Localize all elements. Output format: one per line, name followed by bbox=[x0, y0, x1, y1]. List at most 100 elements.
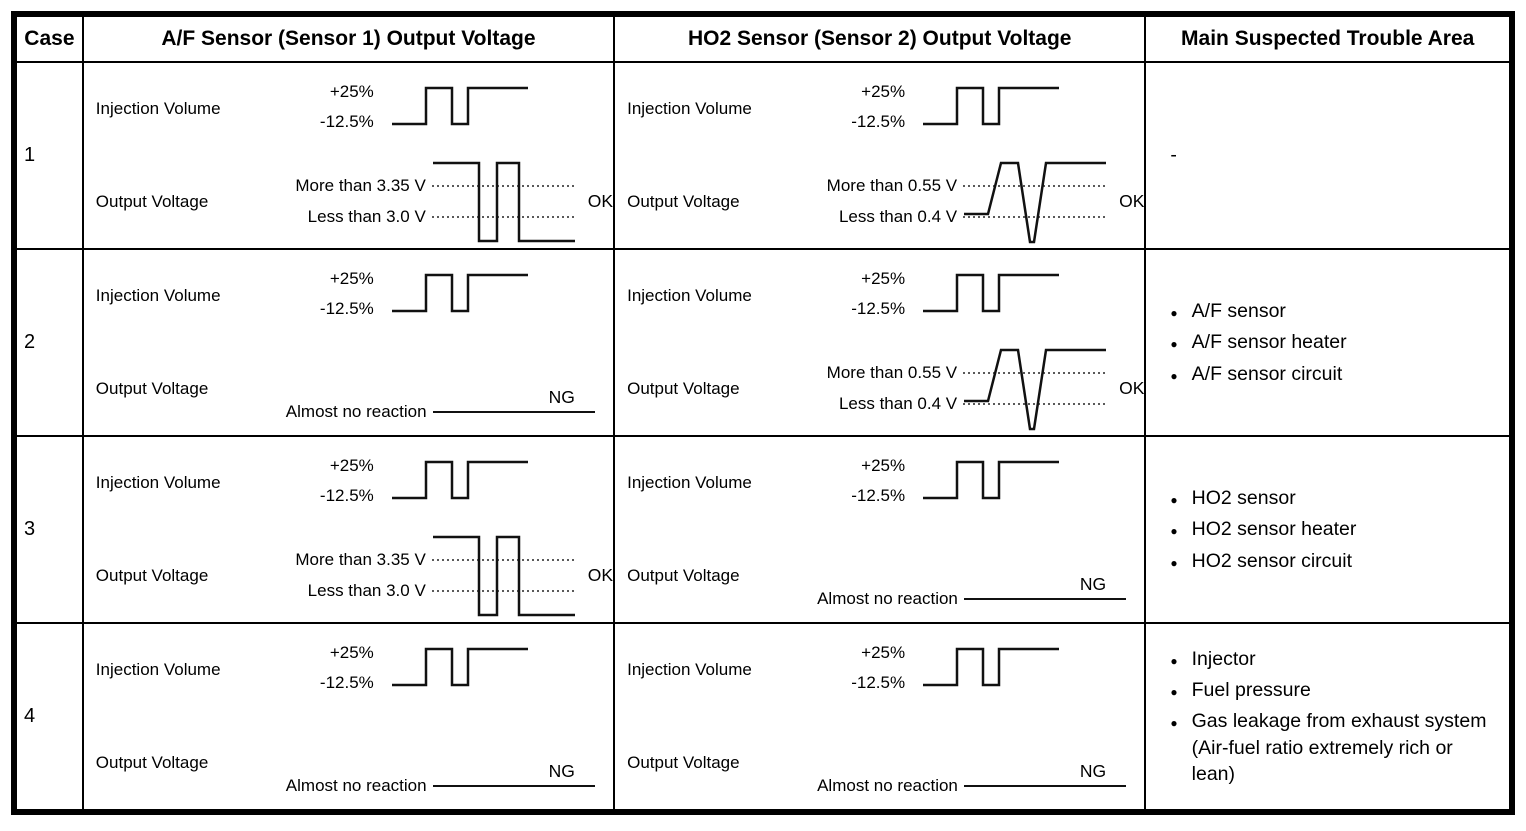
injection-volume-waveform bbox=[391, 87, 528, 126]
sensor-cell: Injection Volume +25% -12.5% Output Voltage… bbox=[613, 622, 1147, 811]
injection-levels: +25% -12.5% bbox=[266, 451, 374, 511]
trouble-area-cell: ● A/F sensor ● A/F sensor heater ● A/F sensor… bbox=[1144, 248, 1511, 437]
trouble-list: ● A/F sensor ● A/F sensor heater ● A/F sensor… bbox=[1170, 298, 1501, 387]
trouble-item: ● HO2 sensor bbox=[1170, 485, 1501, 511]
bullet-icon: ● bbox=[1170, 555, 1178, 570]
injection-plus-label: +25% bbox=[329, 82, 374, 102]
trouble-item: ● Injector bbox=[1170, 646, 1501, 672]
injection-volume-label: Injection Volume bbox=[627, 99, 752, 119]
injection-volume-row: Injection Volume +25% -12.5% bbox=[84, 437, 613, 530]
voltage-thresholds: More than 3.35 V Less than 3.0 V bbox=[266, 550, 425, 601]
output-voltage-row: Output Voltage Almost no reaction NG bbox=[615, 530, 1144, 623]
trouble-text: Fuel pressure bbox=[1191, 679, 1311, 702]
sensor-cell: Injection Volume +25% -12.5% Output Voltage… bbox=[81, 622, 616, 811]
less-than-voltage-label: Less than 3.0 V bbox=[307, 207, 426, 227]
output-voltage-row: Output Voltage Almost no reaction NG bbox=[615, 717, 1144, 810]
case-number: 2 bbox=[15, 248, 84, 437]
bullet-icon: ● bbox=[1170, 306, 1178, 321]
no-reaction-box: Almost no reaction NG bbox=[817, 574, 1126, 609]
bullet-icon: ● bbox=[1170, 524, 1178, 539]
injection-volume-row: Injection Volume +25% -12.5% bbox=[84, 624, 613, 717]
output-voltage-row: Output Voltage More than 0.55 V Less than … bbox=[615, 156, 1144, 249]
trouble-text: - bbox=[1170, 144, 1177, 167]
trouble-list: ● Injector ● Fuel pressure ● Gas leakage from… bbox=[1170, 646, 1501, 788]
table-row: 2 Injection Volume +25% -12.5% Output Voltag… bbox=[15, 248, 1511, 437]
injection-minus-label: -12.5% bbox=[851, 299, 906, 319]
trouble-area-cell: - bbox=[1144, 61, 1511, 250]
injection-levels: +25% -12.5% bbox=[797, 77, 905, 137]
injection-volume-row: Injection Volume +25% -12.5% bbox=[615, 437, 1144, 530]
injection-volume-label: Injection Volume bbox=[627, 286, 752, 306]
sensor-cell-content: Injection Volume +25% -12.5% Output Voltage… bbox=[615, 63, 1144, 248]
output-voltage-waveform-trapezoid bbox=[963, 161, 1109, 243]
injection-volume-row: Injection Volume +25% -12.5% bbox=[84, 63, 613, 156]
trouble-item: ● A/F sensor bbox=[1170, 298, 1501, 324]
more-than-voltage-label: More than 3.35 V bbox=[295, 176, 426, 196]
bullet-icon: ● bbox=[1170, 716, 1178, 731]
flat-line-waveform bbox=[963, 784, 1126, 787]
injection-volume-waveform bbox=[923, 87, 1060, 126]
case-number: 1 bbox=[15, 61, 84, 250]
injection-minus-label: -12.5% bbox=[319, 299, 374, 319]
output-voltage-waveform-square bbox=[431, 535, 577, 616]
injection-plus-label: +25% bbox=[861, 456, 906, 476]
injection-volume-label: Injection Volume bbox=[95, 660, 221, 680]
voltage-thresholds: More than 0.55 V Less than 0.4 V bbox=[797, 176, 957, 227]
status-ok: OK bbox=[587, 565, 614, 586]
output-voltage-label: Output Voltage bbox=[627, 565, 740, 585]
header-ho2-sensor-output: HO2 Sensor (Sensor 2) Output Voltage bbox=[613, 15, 1147, 63]
bullet-icon: ● bbox=[1170, 653, 1178, 668]
injection-minus-label: -12.5% bbox=[851, 486, 906, 506]
table-row: 1 Injection Volume +25% -12.5% Output Voltag… bbox=[15, 61, 1511, 250]
output-voltage-row: Output Voltage More than 3.35 V Less than … bbox=[84, 530, 613, 623]
injection-volume-label: Injection Volume bbox=[627, 660, 752, 680]
no-reaction-label: Almost no reaction bbox=[285, 775, 427, 795]
sensor-cell: Injection Volume +25% -12.5% Output Voltage… bbox=[81, 248, 616, 437]
less-than-voltage-label: Less than 0.4 V bbox=[838, 207, 958, 227]
trouble-item: ● HO2 sensor circuit bbox=[1170, 548, 1501, 574]
sensor-cell-content: Injection Volume +25% -12.5% Output Voltage… bbox=[84, 63, 613, 248]
header-trouble-area: Main Suspected Trouble Area bbox=[1144, 15, 1511, 63]
output-voltage-row: Output Voltage More than 3.35 V Less than … bbox=[84, 156, 613, 249]
injection-minus-label: -12.5% bbox=[319, 486, 374, 506]
trouble-text: HO2 sensor circuit bbox=[1191, 549, 1353, 572]
status-ok: OK bbox=[1119, 191, 1145, 212]
status-ok: OK bbox=[587, 191, 614, 212]
table-body: 1 Injection Volume +25% -12.5% Output Voltag… bbox=[15, 61, 1511, 811]
more-than-voltage-label: More than 0.55 V bbox=[826, 363, 958, 383]
trouble-item: ● Gas leakage from exhaust system (Air-fu… bbox=[1170, 708, 1501, 787]
output-voltage-label: Output Voltage bbox=[95, 752, 209, 772]
bullet-icon: ● bbox=[1170, 368, 1178, 383]
trouble-item: ● Fuel pressure bbox=[1170, 677, 1501, 703]
flat-line-waveform bbox=[963, 597, 1126, 600]
injection-levels: +25% -12.5% bbox=[266, 264, 374, 324]
case-number: 4 bbox=[15, 622, 84, 811]
bullet-icon: ● bbox=[1170, 337, 1178, 352]
trouble-item: ● HO2 sensor heater bbox=[1170, 516, 1501, 542]
sensor-cell: Injection Volume +25% -12.5% Output Voltage… bbox=[613, 435, 1147, 624]
injection-volume-row: Injection Volume +25% -12.5% bbox=[615, 250, 1144, 343]
output-voltage-label: Output Voltage bbox=[627, 378, 740, 398]
trouble-item: - bbox=[1170, 142, 1501, 168]
output-voltage-row: Output Voltage Almost no reaction NG bbox=[84, 343, 613, 436]
trouble-text: HO2 sensor bbox=[1191, 487, 1296, 510]
output-voltage-label: Output Voltage bbox=[95, 565, 209, 585]
injection-plus-label: +25% bbox=[861, 82, 906, 102]
flat-line-waveform bbox=[432, 410, 595, 413]
output-voltage-label: Output Voltage bbox=[627, 752, 740, 772]
sensor-cell: Injection Volume +25% -12.5% Output Voltage… bbox=[613, 248, 1147, 437]
sensor-cell-content: Injection Volume +25% -12.5% Output Voltage… bbox=[84, 437, 613, 622]
injection-plus-label: +25% bbox=[329, 269, 374, 289]
injection-volume-label: Injection Volume bbox=[627, 473, 752, 493]
injection-levels: +25% -12.5% bbox=[266, 638, 374, 698]
case-number: 3 bbox=[15, 435, 84, 624]
output-voltage-label: Output Voltage bbox=[627, 191, 740, 211]
output-voltage-row: Output Voltage More than 0.55 V Less than … bbox=[615, 343, 1144, 436]
sensor-cell-content: Injection Volume +25% -12.5% Output Voltage… bbox=[615, 437, 1144, 622]
status-ng: NG bbox=[1079, 761, 1107, 781]
sensor-cell: Injection Volume +25% -12.5% Output Voltage… bbox=[81, 61, 616, 250]
voltage-thresholds: More than 0.55 V Less than 0.4 V bbox=[797, 363, 957, 414]
voltage-thresholds: More than 3.35 V Less than 3.0 V bbox=[266, 176, 426, 227]
status-ng: NG bbox=[548, 387, 575, 407]
status-ng: NG bbox=[1079, 574, 1107, 594]
